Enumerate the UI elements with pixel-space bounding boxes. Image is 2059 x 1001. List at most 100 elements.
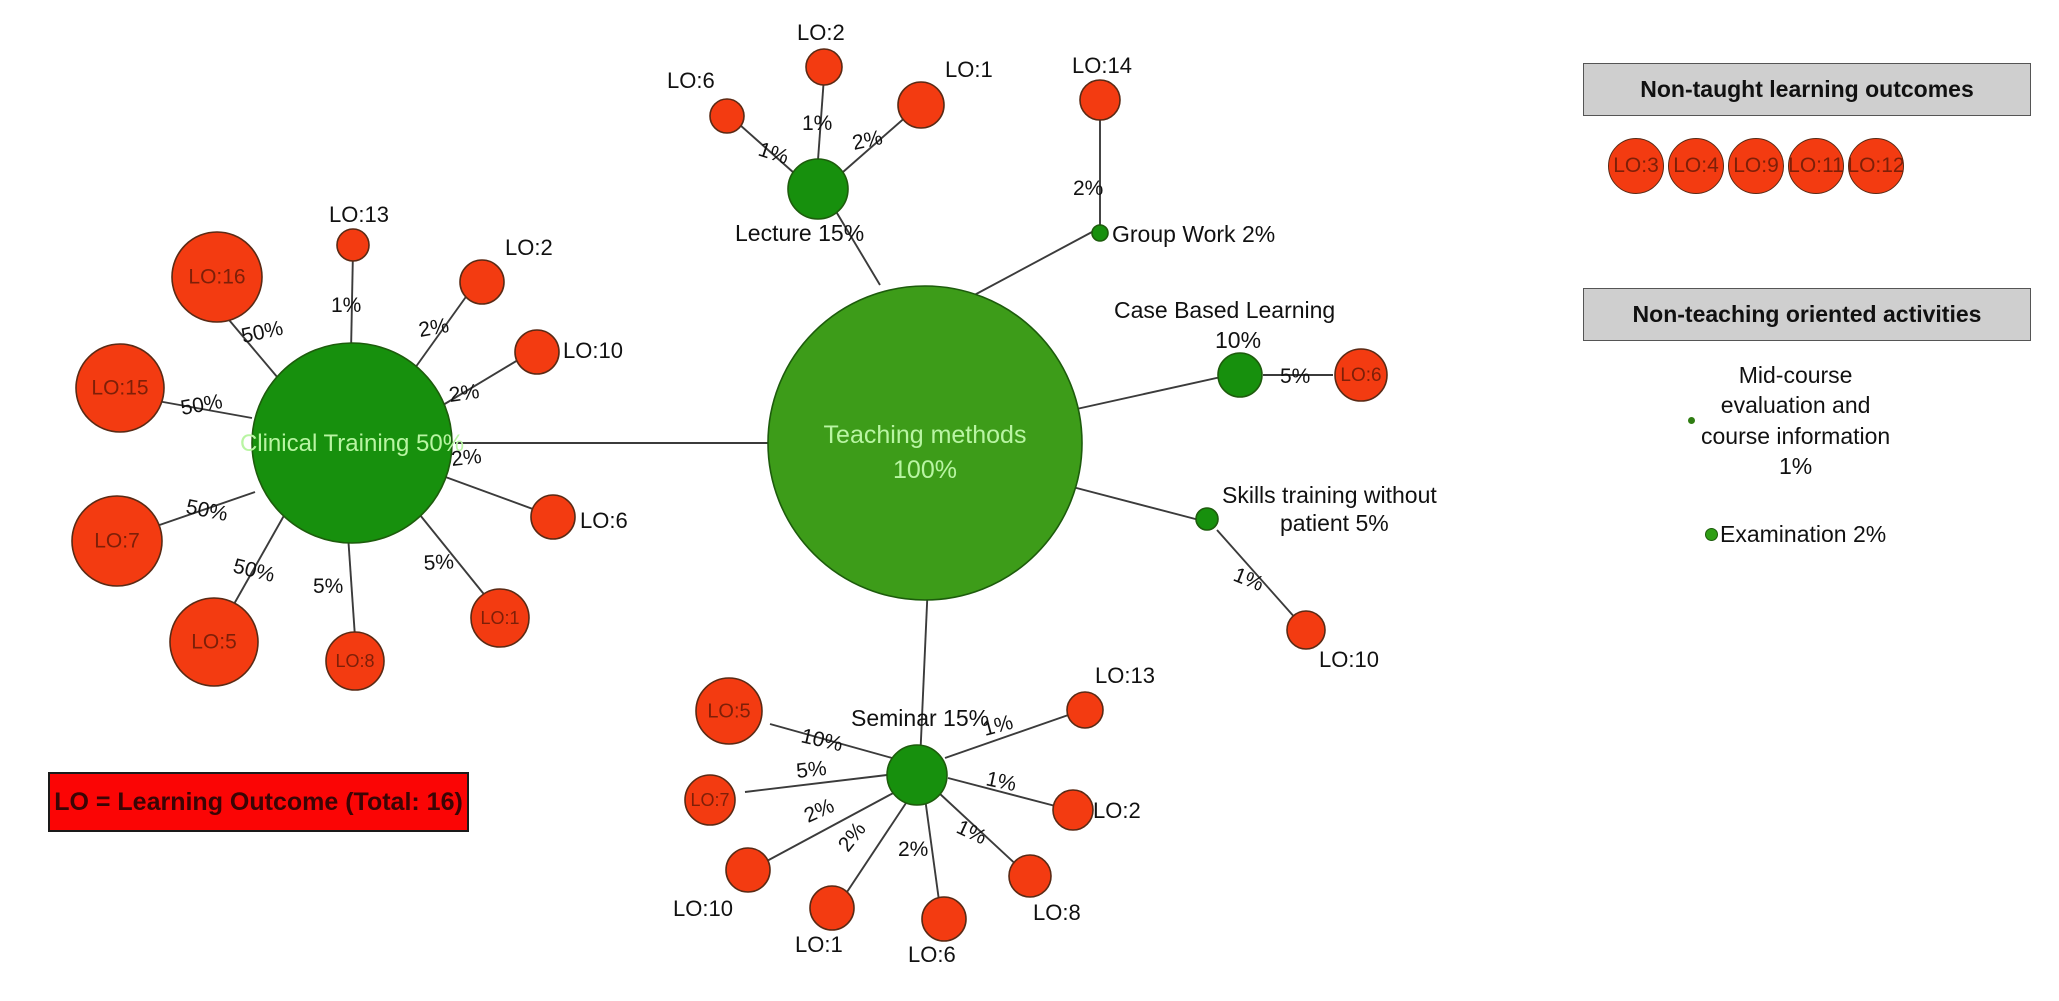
edge-label-seminar-lo6: 2%: [898, 838, 928, 861]
node-lo-7[interactable]: [71, 495, 163, 587]
node-label-lo-15: LO:15: [91, 377, 148, 400]
edge-label-clinical-lo8: 5%: [313, 575, 343, 598]
node-lo-6-cbl[interactable]: [1334, 348, 1388, 402]
cluster-case-based-learning: Case Based Learning 10% LO:6 5%: [1114, 297, 1388, 402]
node-label-lo-7: LO:7: [94, 530, 140, 553]
edge-lecture-lo2: [817, 76, 825, 161]
edge-clinical-lo1: [419, 514, 488, 599]
node-lo-5[interactable]: [169, 597, 259, 687]
node-label-teaching-methods-line1: Teaching methods: [824, 421, 1027, 449]
edge-label-lecture-lo1: 2%: [850, 126, 884, 155]
node-label-lo-5-seminar: LO:5: [707, 700, 750, 722]
edge-label-lecture-lo6: 1%: [755, 138, 791, 169]
node-lo-8[interactable]: [325, 631, 385, 691]
lo-key-label: LO = Learning Outcome (Total: 16): [54, 787, 463, 816]
node-caption-lo-6-seminar: LO:6: [908, 942, 956, 967]
node-lo-5-seminar[interactable]: [695, 677, 763, 745]
edge-lecture-lo6: [739, 124, 795, 174]
edge-label-seminar-lo8: 1%: [953, 816, 990, 850]
edge-label-clinical-lo16: 50%: [239, 317, 285, 348]
node-lo-1-lecture[interactable]: [897, 81, 945, 129]
node-lo-15[interactable]: [75, 343, 165, 433]
node-group-work[interactable]: [1091, 224, 1109, 242]
lo-key-box: LO = Learning Outcome (Total: 16): [48, 772, 469, 832]
node-lo-6-seminar[interactable]: [921, 896, 967, 942]
legend-lo-4[interactable]: LO:4: [1668, 138, 1724, 194]
legend-lo-11-label: LO:11: [1788, 154, 1844, 177]
edge-clinical-lo13: [350, 249, 354, 353]
node-caption-lo-2-clinical: LO:2: [505, 235, 553, 260]
cluster-clinical-training: Clinical Training 50% LO:16 LO:15 LO:7 L…: [71, 202, 628, 691]
node-lo-1[interactable]: [470, 588, 530, 648]
activity-examination[interactable]: Examination 2%: [1705, 519, 1886, 549]
legend-lo-12[interactable]: LO:12: [1847, 138, 1905, 194]
node-caption-lo-6-lecture: LO:6: [667, 68, 715, 93]
node-label-lo-1: LO:1: [480, 608, 519, 628]
node-lo-8-seminar[interactable]: [1008, 854, 1052, 898]
node-lo-7-seminar[interactable]: [684, 774, 736, 826]
node-caption-lo-2-lecture: LO:2: [797, 20, 845, 45]
edge-clinical-lo5: [224, 511, 287, 621]
node-caption-lo-10-seminar: LO:10: [673, 896, 733, 921]
edge-clinical-lo6: [439, 474, 542, 513]
edge-root-skills-training: [1064, 484, 1204, 522]
cluster-seminar: Seminar 15% LO:5 LO:7 LO:10 LO:1 LO:6 LO…: [673, 663, 1155, 967]
edge-label-clinical-lo6: 2%: [450, 445, 483, 471]
node-case-based-learning[interactable]: [1217, 352, 1263, 398]
edge-label-seminar-lo7: 5%: [795, 757, 828, 783]
edge-clinical-lo15: [151, 399, 253, 419]
edge-label-cbl-lo6: 5%: [1280, 365, 1310, 388]
node-label-clinical-training: Clinical Training 50%: [240, 430, 464, 457]
edge-root-group-work: [964, 231, 1093, 301]
node-lo-6-lecture[interactable]: [709, 98, 745, 134]
edge-label-seminar-lo1: 2%: [834, 818, 871, 856]
edge-seminar-lo13: [944, 711, 1078, 759]
node-seminar[interactable]: [886, 744, 948, 806]
node-label-lo-7-seminar: LO:7: [690, 790, 729, 810]
edge-clinical-lo10: [442, 353, 529, 406]
node-label-case-based-learning-line1: Case Based Learning: [1114, 297, 1335, 323]
edge-label-clinical-lo13: 1%: [331, 294, 361, 317]
node-lo-2-lecture[interactable]: [805, 48, 843, 86]
legend-lo-12-label: LO:12: [1847, 154, 1905, 177]
edge-clinical-lo7: [144, 491, 256, 531]
edge-seminar-lo7: [744, 774, 888, 793]
activity-mid-course-evaluation[interactable]: Mid-course evaluation and course informa…: [1688, 360, 1948, 481]
node-lo-10-clinical[interactable]: [514, 329, 560, 375]
panel-header-non-teaching-oriented-activities: Non-teaching oriented activities: [1583, 288, 2031, 341]
node-lecture[interactable]: [787, 158, 849, 220]
node-lo-10-seminar[interactable]: [725, 847, 771, 893]
node-lo-14[interactable]: [1079, 79, 1121, 121]
node-lo-10-skills[interactable]: [1286, 610, 1326, 650]
node-lo-2-seminar[interactable]: [1052, 789, 1094, 831]
legend-lo-3[interactable]: LO:3: [1608, 138, 1664, 194]
node-caption-lo-13-seminar: LO:13: [1095, 663, 1155, 688]
edge-seminar-lo6: [924, 797, 941, 909]
edge-label-seminar-lo2: 1%: [984, 767, 1018, 796]
edge-root-case-based-learning: [1071, 374, 1231, 411]
node-lo-16[interactable]: [171, 231, 263, 323]
edge-seminar-lo2: [947, 777, 1064, 809]
node-clinical-training[interactable]: [251, 342, 453, 544]
cluster-group-work: Group Work 2% LO:14 2%: [1072, 53, 1275, 247]
node-lo-13-clinical[interactable]: [336, 228, 370, 262]
legend-lo-9[interactable]: LO:9: [1728, 138, 1784, 194]
edge-skills-lo10: [1216, 529, 1298, 621]
node-skills-training[interactable]: [1195, 507, 1219, 531]
node-label-lo-8: LO:8: [335, 651, 374, 671]
non-taught-lo-list: LO:3 LO:4 LO:9 LO:11 LO:12: [1608, 138, 1905, 194]
node-caption-lo-8-seminar: LO:8: [1033, 900, 1081, 925]
root-edges: [455, 187, 1231, 763]
panel-title-non-teaching: Non-teaching oriented activities: [1632, 301, 1982, 327]
node-teaching-methods[interactable]: [767, 285, 1083, 601]
node-lo-1-seminar[interactable]: [809, 885, 855, 931]
edge-label-clinical-lo7: 50%: [184, 495, 230, 526]
node-caption-lo-1-lecture: LO:1: [945, 57, 993, 82]
node-lo-2-clinical[interactable]: [459, 259, 505, 305]
node-lo-13-seminar[interactable]: [1066, 691, 1104, 729]
node-label-lo-5: LO:5: [191, 631, 237, 654]
node-lo-6-clinical[interactable]: [530, 494, 576, 540]
legend-lo-11[interactable]: LO:11: [1788, 138, 1844, 194]
